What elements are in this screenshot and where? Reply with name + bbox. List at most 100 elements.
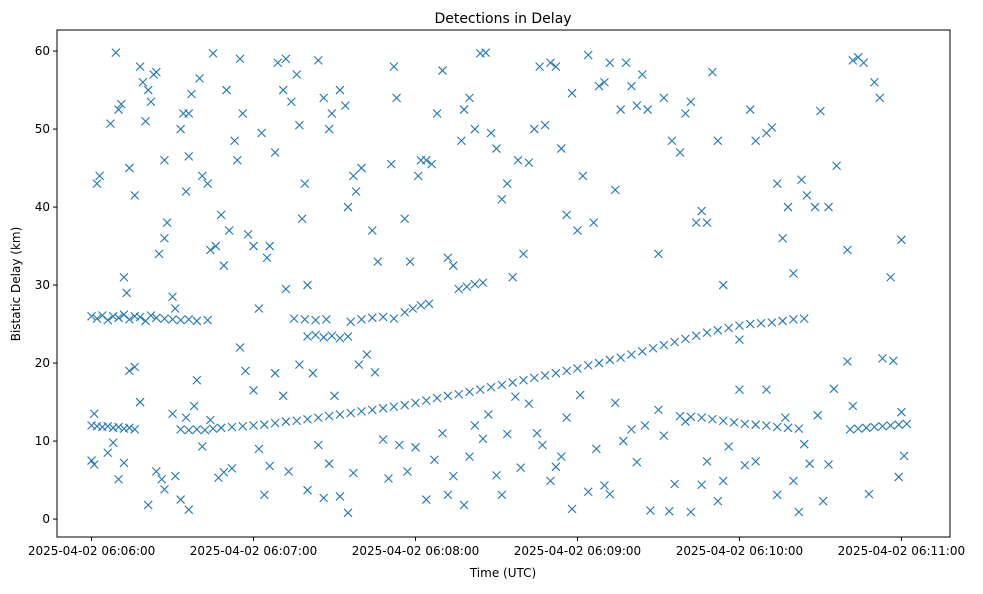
data-point [160,314,169,323]
data-point [799,314,809,323]
data-point [284,467,294,476]
data-point [589,218,599,228]
data-point [546,476,555,486]
data-point [502,429,512,439]
data-point [578,171,588,181]
data-point [232,155,242,165]
data-point [864,489,874,499]
data-point [95,171,105,181]
data-point [762,421,771,430]
data-point [745,319,755,329]
data-point [373,257,383,267]
data-point [648,343,658,353]
data-point [424,299,434,309]
data-point [181,413,191,423]
data-point [605,489,615,499]
data-point [319,332,329,342]
data-point [303,485,312,495]
data-point [724,442,734,451]
data-point [238,421,248,431]
data-point [562,413,572,423]
data-point [405,257,415,267]
data-point [343,332,353,341]
data-point [92,314,102,323]
data-point [780,413,790,423]
data-point [443,253,453,263]
data-point [740,419,750,429]
y-tick-label: 40 [35,200,50,214]
data-point [848,56,858,65]
data-point [594,81,604,91]
data-point [184,151,194,161]
data-point [303,280,312,290]
data-point [870,422,879,432]
data-point [783,423,793,433]
data-point [184,425,194,435]
data-point [448,471,458,481]
data-point [349,171,358,181]
data-point [211,241,221,251]
data-point [421,155,431,165]
data-point [300,179,310,189]
data-point [184,314,194,324]
data-point [197,171,207,181]
data-point [124,366,134,376]
data-point [108,438,118,448]
data-point [327,109,337,118]
data-point [718,476,728,486]
data-point [313,56,323,65]
data-point [508,378,518,387]
data-point [227,422,237,432]
data-point [718,280,728,290]
data-point [816,106,825,116]
data-point [92,179,102,189]
data-point [605,355,615,365]
data-point [702,218,712,228]
data-point [392,93,401,103]
data-point [146,311,156,320]
data-point [111,48,121,58]
data-point [713,325,723,335]
data-point [357,163,366,173]
y-tick-label: 0 [42,512,50,526]
data-point [524,399,534,409]
data-point [481,48,491,58]
data-point [421,495,431,504]
data-point [394,440,404,450]
data-point [311,315,321,325]
data-point [829,384,839,394]
data-point [421,396,431,405]
data-point [384,474,393,483]
data-point [532,428,542,438]
data-point [681,417,690,426]
data-point [654,405,663,415]
data-point [319,93,329,103]
data-point [135,62,145,72]
data-point [888,356,898,366]
data-point [327,331,337,341]
data-point [249,241,258,251]
data-point [632,457,642,467]
y-tick-label: 30 [35,278,50,292]
data-point [265,241,275,251]
data-point [513,155,523,165]
data-point [465,387,474,397]
data-point [859,58,869,68]
data-point [713,496,723,506]
data-point [691,331,701,341]
data-point [556,452,566,462]
data-point [151,467,161,476]
data-point [403,467,412,476]
data-point [492,144,501,153]
data-point [794,507,804,517]
data-point [540,371,550,380]
data-point [362,350,372,359]
data-point [103,421,113,431]
data-point [192,316,202,326]
plot-frame [56,29,951,538]
data-point [432,393,442,403]
data-point [438,428,447,438]
data-point [203,179,213,189]
data-point [751,420,761,430]
data-point [562,210,572,220]
